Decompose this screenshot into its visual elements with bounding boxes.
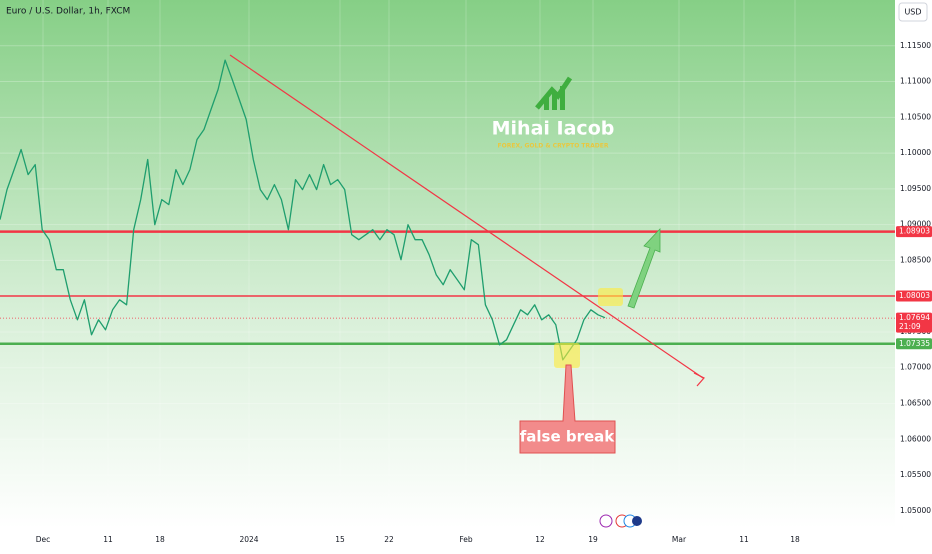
x-tick-label: 12: [535, 535, 545, 544]
watermark-tagline: FOREX, GOLD & CRYPTO TRADER: [498, 143, 609, 150]
x-tick-label: 2024: [239, 535, 258, 544]
y-tick-label: 1.05000: [900, 506, 931, 515]
x-tick-label: 18: [155, 535, 165, 544]
price-tag-label: 1.08003: [899, 291, 930, 300]
currency-label: USD: [904, 8, 921, 17]
x-tick-label: 18: [790, 535, 800, 544]
price-tag-label: 1.07335: [899, 339, 930, 348]
time-axis: [0, 528, 895, 550]
x-tick-label: Dec: [36, 535, 51, 544]
y-tick-label: 1.11000: [900, 77, 931, 86]
price-tag-label: 1.07694: [899, 313, 930, 322]
price-line: [0, 59, 606, 361]
y-tick-label: 1.11500: [900, 41, 931, 50]
y-tick-label: 1.09500: [900, 184, 931, 193]
series: [0, 59, 606, 361]
y-tick-label: 1.08500: [900, 255, 931, 264]
y-tick-label: 1.06000: [900, 434, 931, 443]
price-tag: [896, 312, 932, 333]
price-axis: [895, 0, 932, 550]
x-tick-label: 11: [103, 535, 113, 544]
price-tag: [896, 290, 932, 302]
chart-title: Euro / U.S. Dollar, 1h, FXCM: [6, 7, 130, 17]
plot-background: [0, 0, 895, 528]
x-tick-label: 15: [335, 535, 345, 544]
callout: [519, 364, 616, 454]
x-tick-label: 19: [588, 535, 598, 544]
watermark-name: Mihai Iacob: [492, 118, 615, 140]
y-tick-label: 1.05500: [900, 470, 931, 479]
price-tag-label: 21:09: [899, 322, 921, 331]
y-tick-label: 1.06500: [900, 399, 931, 408]
price-tag: [896, 338, 932, 350]
y-tick-label: 1.10500: [900, 112, 931, 121]
logo: [535, 76, 573, 110]
levels: [0, 230, 895, 346]
currency-button[interactable]: [898, 2, 928, 22]
up-arrow: [627, 227, 661, 309]
x-tick-label: 11: [739, 535, 749, 544]
trendline: [229, 54, 704, 379]
x-tick-label: Feb: [459, 535, 473, 544]
y-tick-label: 1.09000: [900, 220, 931, 229]
highlight-box: [598, 288, 623, 306]
y-tick-label: 1.10000: [900, 148, 931, 157]
bottom-icons: [599, 514, 642, 528]
trend-arrowhead: [693, 372, 705, 387]
callout-text: false break: [520, 428, 616, 446]
x-tick-label: 22: [384, 535, 394, 544]
price-tag-label: 1.08903: [899, 227, 930, 236]
price-tag: [896, 226, 932, 238]
highlight-box: [554, 343, 580, 368]
x-tick-label: Mar: [672, 535, 687, 544]
y-tick-label: 1.07000: [900, 363, 931, 372]
